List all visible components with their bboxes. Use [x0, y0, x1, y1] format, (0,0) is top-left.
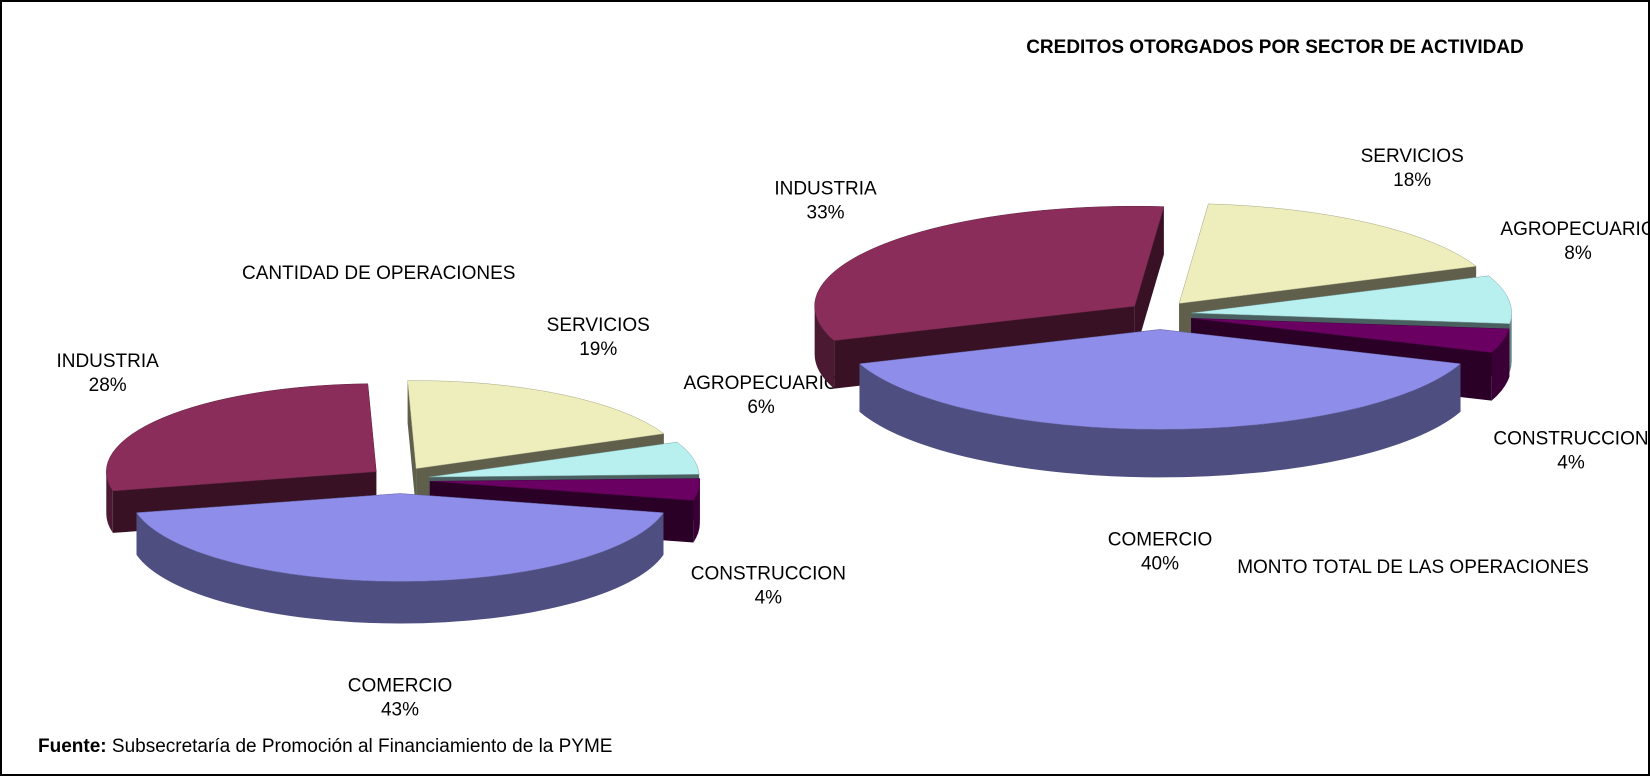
- slice-label: SERVICIOS: [1361, 146, 1464, 167]
- slice-label: INDUSTRIA: [56, 351, 159, 372]
- slice-value-label: 4%: [755, 588, 783, 609]
- slice-top: [407, 380, 665, 469]
- source-text: Subsecretaría de Promoción al Financiami…: [112, 736, 613, 757]
- slice-side: [1509, 313, 1512, 372]
- main-title: CREDITOS OTORGADOS POR SECTOR DE ACTIVID…: [1026, 37, 1524, 58]
- slice-label: COMERCIO: [1108, 529, 1213, 550]
- slice-top: [136, 493, 664, 582]
- slice-top: [814, 205, 1165, 341]
- slice-top: [1191, 275, 1512, 324]
- slice-side: [106, 471, 113, 533]
- source-label: Fuente:: [38, 736, 107, 757]
- chart-title: MONTO TOTAL DE LAS OPERACIONES: [1237, 557, 1589, 578]
- slice-label: AGROPECUARIO: [1500, 219, 1650, 240]
- slice-value-label: 33%: [807, 203, 845, 224]
- slice-wall: [407, 380, 417, 511]
- slice-top: [858, 329, 1462, 430]
- slice-label: CONSTRUCCION: [1493, 428, 1648, 449]
- slice-value-label: 4%: [1557, 452, 1585, 473]
- source: Fuente: Subsecretaría de Promoción al Fi…: [38, 736, 612, 757]
- slice-value-label: 8%: [1564, 243, 1592, 264]
- slice-wall: [1134, 206, 1164, 355]
- slice-side: [814, 306, 835, 389]
- slice-value-label: 40%: [1141, 553, 1179, 574]
- slice-label: SERVICIOS: [547, 315, 650, 336]
- slice-value-label: 6%: [747, 397, 775, 418]
- slice-value-label: 28%: [89, 375, 127, 396]
- slice-side: [136, 512, 664, 624]
- slice: [136, 493, 664, 624]
- slice: [858, 329, 1462, 478]
- slice-top: [1191, 318, 1510, 353]
- slice-label: INDUSTRIA: [774, 179, 877, 200]
- slice-label: COMERCIO: [348, 676, 453, 697]
- slice-top: [106, 383, 377, 492]
- chart-title: CANTIDAD DE OPERACIONES: [242, 263, 515, 284]
- slice-top: [429, 441, 700, 478]
- slice-side: [693, 481, 700, 543]
- slice-value-label: 43%: [381, 700, 419, 721]
- slice-label: CONSTRUCCION: [691, 564, 846, 585]
- slice-top: [429, 478, 701, 501]
- slice-top: [1178, 203, 1477, 304]
- slice-side: [859, 363, 1461, 478]
- slice-label: AGROPECUARIO: [683, 373, 838, 394]
- slice-value-label: 19%: [579, 339, 617, 360]
- slice-value-label: 18%: [1393, 170, 1431, 191]
- slice-side: [1491, 328, 1510, 401]
